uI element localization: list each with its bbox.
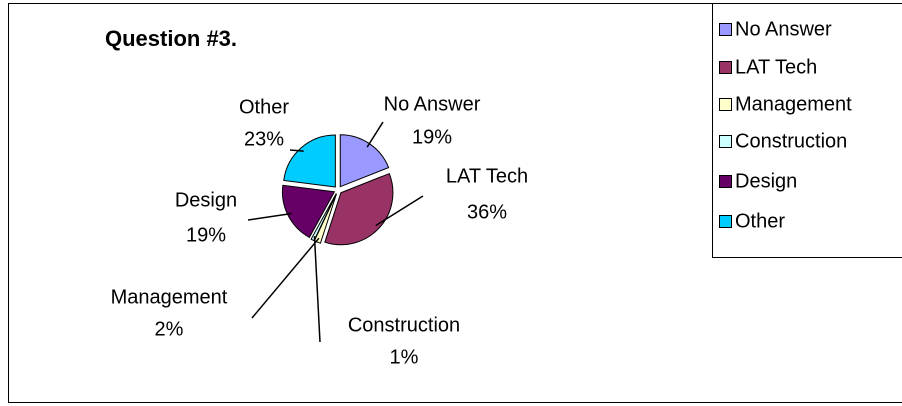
slice-label-name: No Answer [384,93,481,115]
legend-label: No Answer [735,18,832,40]
legend-label: Other [735,210,785,232]
slice-label-value: 2% [155,318,184,340]
slice-label-name: Other [239,96,289,118]
slice-label-name: Construction [348,314,460,336]
legend-swatch [719,23,732,36]
legend-label: Design [735,170,797,192]
legend-swatch [719,215,732,228]
leader-line [289,149,304,152]
legend-swatch [719,135,732,148]
slice-label-name: LAT Tech [446,165,528,187]
legend [712,3,902,258]
leader-line [247,212,292,221]
pie-slice [281,184,336,239]
pie-slice [283,134,336,188]
legend-swatch [719,98,732,111]
legend-label: Management [735,93,852,115]
legend-swatch [719,175,732,188]
pie-slice [324,172,394,246]
slice-label-value: 36% [467,201,507,223]
leader-line [375,195,424,227]
legend-label: Construction [735,130,847,152]
legend-label: LAT Tech [735,56,817,78]
slice-label-value: 19% [186,224,226,246]
leader-line [313,236,321,343]
chart-title: Question #3. [105,26,237,51]
leader-line [366,121,384,148]
slice-label-value: 1% [390,346,419,368]
slice-label-value: 19% [412,126,452,148]
slice-label-name: Design [175,189,237,211]
slice-label-name: Management [111,286,228,308]
slice-label-value: 23% [244,128,284,150]
leader-line [251,237,320,319]
legend-swatch [719,61,732,74]
